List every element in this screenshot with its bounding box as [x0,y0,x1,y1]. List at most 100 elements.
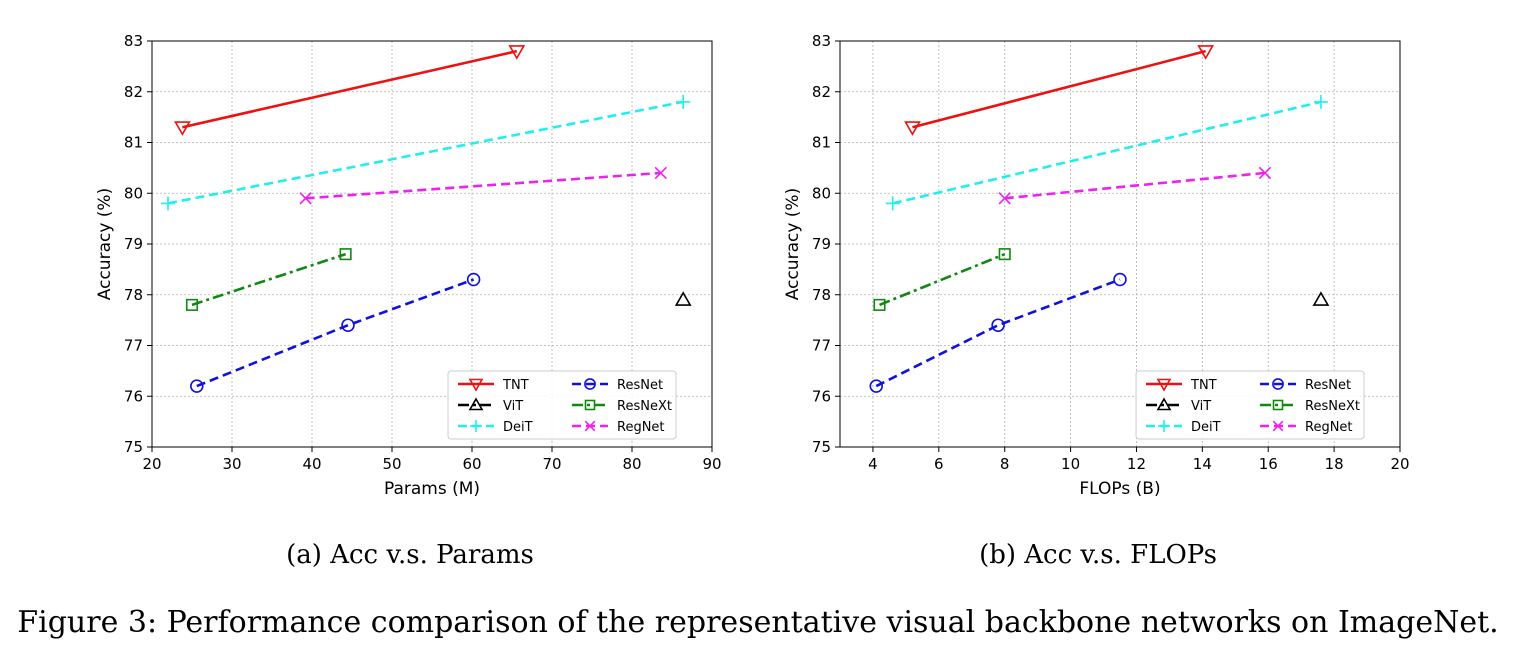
x-tick-label: 60 [462,455,481,473]
series-regnet [299,166,667,205]
y-tick-label: 75 [812,438,831,456]
resnext-point [998,248,1011,261]
x-tick-label: 50 [382,455,401,473]
legend-regnet-label: RegNet [617,420,665,435]
resnet-point [466,272,481,287]
legend: TNT ResNet ViT ResNeXt DeiT RegNet [447,370,677,440]
x-tick-label: 20 [1390,455,1409,473]
tnt-point [508,45,526,60]
resnet-point [869,379,883,393]
regnet-point [1258,166,1272,180]
deit-point [885,196,900,211]
legend-resnext-marker [1272,399,1284,411]
vit-point [1312,291,1330,306]
series-resnext [185,248,352,311]
x-tick-label: 20 [142,455,161,473]
legend-vit-label: ViT [1191,399,1211,414]
y-tick-label: 80 [812,184,831,202]
y-tick-label: 82 [124,83,143,101]
y-tick-label: 77 [812,337,831,355]
y-axis-label: Accuracy (%) [95,188,115,300]
tnt-line [912,49,1206,129]
x-tick-label: 16 [1259,455,1278,473]
legend-deit-marker [470,420,482,432]
legend: TNT ResNet ViT ResNeXt DeiT RegNet [1135,370,1365,440]
x-tick-label: 14 [1193,455,1212,473]
tnt-point [904,121,921,136]
series-tnt [174,45,526,136]
x-tick-label: 80 [622,455,641,473]
deit-point [676,94,691,109]
resnet-point [190,379,204,393]
resnet-point [341,318,355,332]
series-resnext [873,248,1011,311]
legend-resnet-label: ResNet [1305,378,1351,393]
tnt-line [182,49,518,129]
deit-point [1313,94,1328,109]
x-axis-label: FLOPs (B) [1079,479,1160,499]
resnext-line [879,252,1006,307]
x-tick-label: 70 [542,455,561,473]
series-resnet [869,272,1127,393]
y-tick-label: 79 [124,235,143,253]
vit-point [674,291,692,306]
series-deit [161,94,691,211]
subcaption-b: (b) Acc v.s. FLOPs [979,540,1217,570]
legend-vit-marker [1156,397,1172,411]
y-tick-label: 80 [124,184,143,202]
y-tick-label: 81 [812,134,831,152]
regnet-point [998,192,1011,205]
resnet-point [991,318,1005,332]
legend-tnt-label: TNT [502,378,529,393]
legend-resnext-marker [584,399,596,411]
series-vit [674,291,692,306]
y-tick-label: 77 [124,337,143,355]
x-tick-label: 18 [1325,455,1344,473]
legend-regnet-marker [1272,420,1284,432]
y-tick-label: 79 [812,235,831,253]
legend-regnet-label: RegNet [1305,420,1353,435]
legend-regnet-marker [584,420,596,432]
resnet-line [196,278,475,388]
legend-tnt-label: TNT [1190,378,1217,393]
legend-deit-label: DeiT [503,420,533,435]
resnext-point [185,298,199,311]
figure-caption: Figure 3: Performance comparison of the … [17,605,1498,640]
resnext-point [339,248,352,261]
deit-line [892,100,1322,205]
x-tick-label: 40 [302,455,321,473]
legend-resnext-label: ResNeXt [617,399,672,414]
legend-resnext-label: ResNeXt [1305,399,1360,414]
legend-box [447,370,677,440]
x-tick-label: 30 [222,455,241,473]
y-tick-label: 78 [812,286,831,304]
legend-resnet-label: ResNet [617,378,663,393]
legend-vit-label: ViT [503,399,523,414]
x-tick-label: 8 [1000,455,1010,473]
x-tick-label: 6 [934,455,944,473]
y-tick-label: 76 [124,387,143,405]
legend-tnt-marker [1156,378,1172,392]
deit-line [167,100,684,205]
regnet-line [1004,171,1266,200]
x-axis-label: Params (M) [384,479,480,499]
legend-deit-label: DeiT [1191,420,1221,435]
resnext-point [873,298,886,311]
subcaption-a: (a) Acc v.s. Params [286,540,534,570]
x-tick-label: 12 [1127,455,1146,473]
y-tick-label: 81 [124,134,143,152]
x-tick-label: 4 [868,455,878,473]
y-tick-label: 82 [812,83,831,101]
legend-box [1135,370,1365,440]
deit-point [161,196,175,211]
tnt-point [1197,45,1215,60]
y-tick-label: 83 [124,32,143,50]
chart-acc-vs-params: 20 30 40 50 60 70 80 90 75 76 77 78 79 80 81 82 83 Params… [95,32,722,499]
resnext-line [191,252,347,307]
legend-resnet-marker [584,378,596,390]
legend-vit-marker [468,397,484,411]
y-tick-label: 76 [812,387,831,405]
tnt-point [174,121,191,136]
y-axis-label: Accuracy (%) [783,188,803,300]
series-resnet [190,272,481,393]
